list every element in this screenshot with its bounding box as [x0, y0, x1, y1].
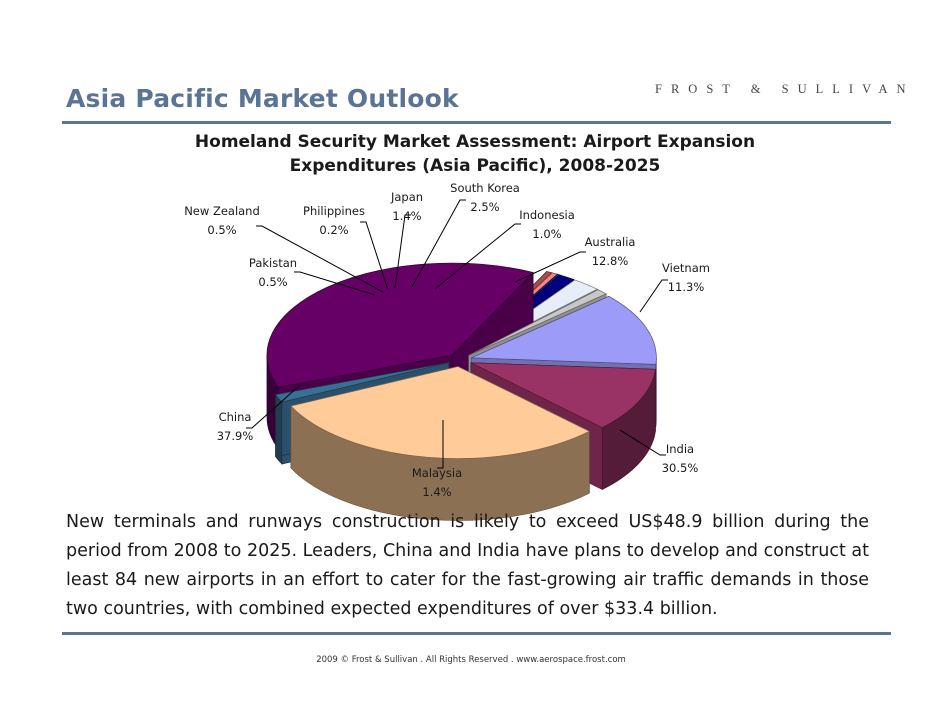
leader-line-philippines	[360, 221, 389, 291]
slice-label-china: China	[219, 410, 252, 424]
leader-line-australia	[514, 251, 586, 283]
slice-label-pakistan: Pakistan	[249, 256, 297, 270]
slice-value-philippines: 0.2%	[319, 223, 348, 237]
page-title: Asia Pacific Market Outlook	[66, 84, 459, 113]
slice-value-new-zealand: 0.5%	[207, 223, 236, 237]
leader-line-japan	[394, 214, 411, 289]
chart-title: Homeland Security Market Assessment: Air…	[170, 130, 780, 178]
slice-label-new-zealand: New Zealand	[184, 204, 260, 218]
footer-divider	[62, 632, 891, 635]
leader-line-vietnam	[639, 279, 668, 313]
header-divider	[62, 121, 891, 124]
slice-label-australia: Australia	[585, 235, 636, 249]
slice-label-vietnam: Vietnam	[662, 261, 710, 275]
chart-title-line2: Expenditures (Asia Pacific), 2008-2025	[289, 156, 661, 176]
leader-line-malaysia	[437, 420, 444, 469]
leader-line-india	[619, 429, 666, 456]
slice-label-indonesia: Indonesia	[519, 208, 575, 222]
leader-line-china	[246, 384, 301, 429]
slice-value-south-korea: 2.5%	[470, 200, 499, 214]
pie-slice-india	[290, 366, 591, 521]
brand-logo: FROST & SULLIVAN	[655, 82, 915, 96]
leader-line-pakistan	[294, 271, 376, 296]
slice-label-japan: Japan	[390, 190, 423, 204]
slice-value-india: 30.5%	[662, 461, 699, 475]
slice-value-china: 37.9%	[217, 429, 254, 443]
slice-label-philippines: Philippines	[303, 204, 365, 218]
slice-value-malaysia: 1.4%	[422, 485, 451, 499]
footer-copyright: 2009 © Frost & Sullivan . All Rights Res…	[316, 655, 626, 665]
body-paragraph: New terminals and runways construction i…	[66, 512, 869, 619]
slice-value-pakistan: 0.5%	[258, 275, 287, 289]
slice-value-vietnam: 11.3%	[668, 280, 705, 294]
slice-label-malaysia: Malaysia	[412, 466, 462, 480]
slice-value-japan: 1.4%	[392, 209, 421, 223]
chart-title-line1: Homeland Security Market Assessment: Air…	[194, 132, 756, 152]
slice-value-australia: 12.8%	[592, 254, 629, 268]
leader-line-south-korea	[411, 199, 466, 288]
slice-value-indonesia: 1.0%	[532, 227, 561, 241]
leader-line-indonesia	[434, 223, 521, 290]
slice-label-india: India	[666, 442, 694, 456]
leader-line-new-zealand	[256, 225, 384, 293]
slice-label-south-korea: South Korea	[450, 181, 520, 195]
